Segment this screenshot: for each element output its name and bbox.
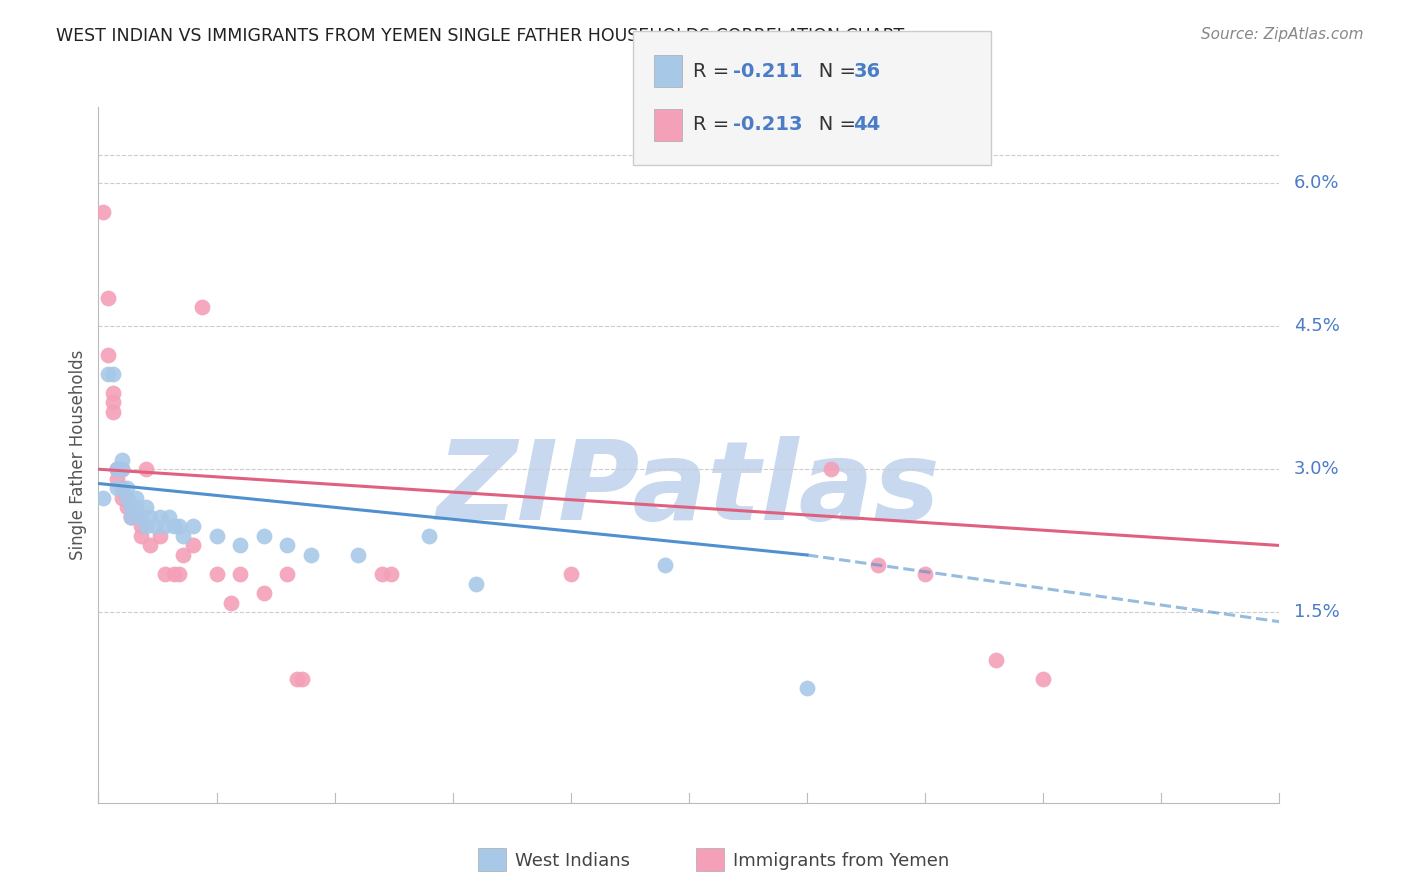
Point <box>380 567 402 582</box>
Text: N =: N = <box>800 62 862 81</box>
Point <box>125 491 148 505</box>
Text: 6.0%: 6.0% <box>1294 174 1339 193</box>
Point <box>111 491 134 505</box>
Point <box>276 567 298 582</box>
Text: 3.0%: 3.0% <box>1294 460 1340 478</box>
Text: 1.5%: 1.5% <box>1294 603 1340 621</box>
Text: West Indians: West Indians <box>515 852 630 870</box>
Point <box>115 481 138 495</box>
Point <box>105 462 128 476</box>
Point <box>129 509 152 524</box>
Point <box>149 529 172 543</box>
Point <box>97 291 120 305</box>
Point <box>191 300 214 314</box>
Point <box>121 509 143 524</box>
Text: -0.211: -0.211 <box>733 62 803 81</box>
Text: Immigrants from Yemen: Immigrants from Yemen <box>733 852 949 870</box>
Point <box>181 539 204 553</box>
Text: R =: R = <box>693 62 735 81</box>
Point <box>371 567 394 582</box>
Point <box>121 509 143 524</box>
Text: 36: 36 <box>853 62 880 81</box>
Point <box>153 519 176 533</box>
Point <box>115 491 138 505</box>
Point <box>205 567 228 582</box>
Text: R =: R = <box>693 115 735 135</box>
Point <box>91 491 114 505</box>
Point <box>205 529 228 543</box>
Point <box>172 529 194 543</box>
Point <box>121 500 143 515</box>
Point <box>121 509 143 524</box>
Point <box>560 567 582 582</box>
Text: ZIPatlas: ZIPatlas <box>437 436 941 543</box>
Point <box>229 539 252 553</box>
Point <box>866 558 889 572</box>
Point <box>125 509 148 524</box>
Point <box>181 519 204 533</box>
Point <box>219 596 242 610</box>
Point <box>111 462 134 476</box>
Point <box>149 509 172 524</box>
Point <box>135 462 157 476</box>
Point <box>111 462 134 476</box>
Point <box>115 491 138 505</box>
Point <box>101 386 124 401</box>
Point <box>143 519 166 533</box>
Point <box>163 567 186 582</box>
Point <box>129 519 152 533</box>
Point <box>125 500 148 515</box>
Point <box>101 395 124 409</box>
Text: -0.213: -0.213 <box>733 115 801 135</box>
Point <box>253 586 276 600</box>
Point <box>347 548 370 562</box>
Point <box>111 452 134 467</box>
Point <box>115 500 138 515</box>
Point <box>105 481 128 495</box>
Point <box>129 509 152 524</box>
Point <box>97 348 120 362</box>
Point <box>101 405 124 419</box>
Point <box>105 462 128 476</box>
Point <box>253 529 276 543</box>
Point <box>167 567 190 582</box>
Point <box>796 681 818 696</box>
Point <box>111 481 134 495</box>
Point <box>105 462 128 476</box>
Text: 4.5%: 4.5% <box>1294 318 1340 335</box>
Point <box>285 672 308 686</box>
Point <box>820 462 842 476</box>
Point <box>914 567 936 582</box>
Point <box>91 205 114 219</box>
Text: Source: ZipAtlas.com: Source: ZipAtlas.com <box>1201 27 1364 42</box>
Point <box>276 539 298 553</box>
Point <box>418 529 440 543</box>
Point <box>167 519 190 533</box>
Point <box>290 672 312 686</box>
Point <box>984 653 1007 667</box>
Point <box>163 519 186 533</box>
Point <box>139 509 162 524</box>
Point <box>465 576 488 591</box>
Point <box>129 529 152 543</box>
Point <box>105 472 128 486</box>
Point <box>139 539 162 553</box>
Point <box>153 567 176 582</box>
Point <box>654 558 676 572</box>
Point <box>97 367 120 381</box>
Point <box>1032 672 1054 686</box>
Point <box>135 500 157 515</box>
Point <box>299 548 322 562</box>
Point <box>229 567 252 582</box>
Point <box>135 519 157 533</box>
Point <box>111 481 134 495</box>
Point <box>157 509 180 524</box>
Y-axis label: Single Father Households: Single Father Households <box>69 350 87 560</box>
Text: WEST INDIAN VS IMMIGRANTS FROM YEMEN SINGLE FATHER HOUSEHOLDS CORRELATION CHART: WEST INDIAN VS IMMIGRANTS FROM YEMEN SIN… <box>56 27 904 45</box>
Text: 44: 44 <box>853 115 880 135</box>
Point <box>101 367 124 381</box>
Text: N =: N = <box>800 115 862 135</box>
Point <box>172 548 194 562</box>
